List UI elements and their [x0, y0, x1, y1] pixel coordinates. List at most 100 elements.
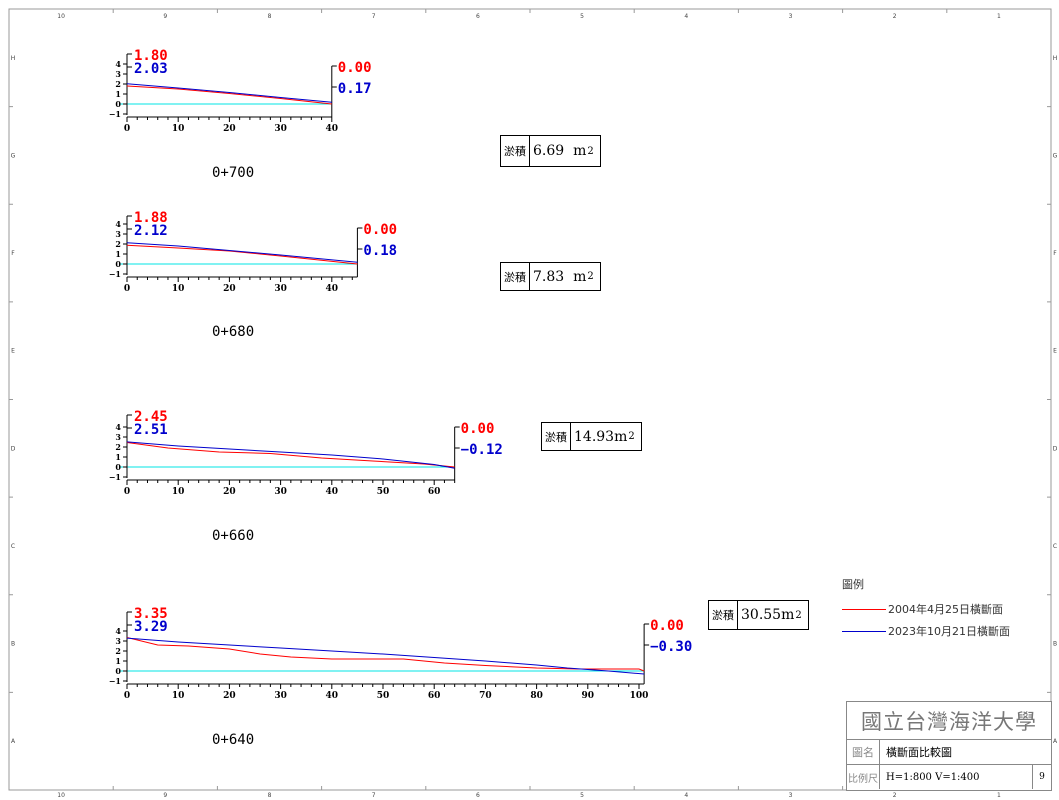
- legend-label: 2023年10月21日橫斷面: [888, 625, 1010, 638]
- x-tick-label: 20: [223, 124, 236, 134]
- border-col-label-bottom: 7: [372, 792, 376, 799]
- deposit-unit: m: [781, 607, 795, 623]
- sheet-number: 9: [1032, 765, 1051, 789]
- y-tick-label: −1: [109, 109, 121, 119]
- left-elevation-2004: 3.35: [134, 606, 168, 622]
- border-col-label-bottom: 9: [163, 792, 167, 799]
- deposit-power: 2: [795, 609, 802, 621]
- y-tick-label: 4: [115, 422, 121, 432]
- legend-item-2023: 2023年10月21日橫斷面: [842, 620, 1010, 642]
- y-tick-label: 2: [115, 79, 121, 89]
- x-tick-label: 30: [274, 691, 287, 701]
- x-tick-label: 20: [223, 487, 236, 497]
- y-tick-label: 2: [115, 239, 121, 249]
- drawing-name-row: 圖名 橫斷面比較圖: [847, 740, 1051, 765]
- x-tick-label: 70: [479, 691, 492, 701]
- legend-label: 2004年4月25日橫斷面: [888, 603, 1003, 616]
- legend-swatch-red: [842, 608, 886, 610]
- deposit-power: 2: [628, 431, 635, 442]
- border-col-label-top: 4: [684, 13, 688, 20]
- y-tick-label: 1: [115, 89, 121, 99]
- y-tick-label: −1: [109, 676, 121, 686]
- y-tick-label: 1: [115, 452, 121, 462]
- x-tick-label: 30: [274, 124, 287, 134]
- station-label: 0+700: [212, 165, 254, 181]
- left-elevation-2004: 1.80: [134, 48, 168, 64]
- legend-swatch-blue: [842, 630, 886, 632]
- y-tick-label: 4: [115, 219, 121, 229]
- border-col-label-bottom: 3: [789, 792, 793, 799]
- x-tick-label: 0: [124, 284, 130, 294]
- x-tick-label: 20: [223, 691, 236, 701]
- border-col-label-bottom: 4: [684, 792, 688, 799]
- x-tick-label: 100: [630, 691, 649, 701]
- x-tick-label: 40: [326, 124, 339, 134]
- x-tick-label: 60: [428, 691, 441, 701]
- series-2004-line: [126, 637, 645, 672]
- x-tick-label: 40: [326, 691, 339, 701]
- border-col-label-top: 5: [580, 13, 584, 20]
- right-elevation-2004: 0.00: [363, 222, 397, 238]
- border-row-label-right: G: [1053, 152, 1058, 159]
- right-elevation-2023: −0.30: [650, 639, 692, 655]
- deposit-box-0+640: 淤積 30.55 m 2: [708, 600, 809, 630]
- series-2023-line: [126, 441, 455, 469]
- y-tick-label: 4: [115, 626, 121, 636]
- border-row-label-left: B: [11, 641, 15, 648]
- y-tick-label: 3: [115, 69, 121, 79]
- x-tick-label: 30: [274, 284, 287, 294]
- border-col-label-top: 9: [163, 13, 167, 20]
- scale-row: 比例尺 H=1:800 V=1:400 9: [847, 765, 1051, 789]
- y-tick-label: 2: [115, 646, 121, 656]
- right-elevation-2023: 0.18: [363, 243, 397, 259]
- right-elevation-2004: 0.00: [650, 618, 684, 634]
- y-tick-label: 1: [115, 656, 121, 666]
- deposit-value: 7.83: [533, 268, 565, 285]
- school-name: 國立台灣海洋大學: [847, 702, 1051, 740]
- series-2004-line: [126, 244, 358, 265]
- series-2004-line: [126, 442, 455, 468]
- x-tick-label: 0: [124, 124, 130, 134]
- x-tick-label: 90: [582, 691, 595, 701]
- right-elevation-2004: 0.00: [338, 60, 372, 76]
- deposit-unit: m: [614, 428, 628, 445]
- scale-value: H=1:800 V=1:400: [886, 771, 980, 783]
- x-tick-label: 20: [223, 284, 236, 294]
- x-tick-label: 60: [428, 487, 441, 497]
- title-block: 國立台灣海洋大學 圖名 橫斷面比較圖 比例尺 H=1:800 V=1:400 9: [846, 701, 1052, 791]
- deposit-label: 淤積: [542, 423, 571, 450]
- border-col-label-bottom: 2: [893, 792, 897, 799]
- border-col-label-top: 6: [476, 13, 480, 20]
- right-elevation-2023: 0.17: [338, 81, 372, 97]
- border-row-label-left: C: [11, 543, 15, 550]
- station-label: 0+660: [212, 528, 254, 544]
- border-col-label-top: 1: [997, 13, 1001, 20]
- border-row-label-left: F: [11, 250, 15, 257]
- deposit-unit: m: [573, 143, 587, 159]
- left-elevation-2023: 2.51: [134, 422, 168, 438]
- border-col-label-bottom: 8: [268, 792, 272, 799]
- y-tick-label: −1: [109, 269, 121, 279]
- x-tick-label: 40: [326, 284, 339, 294]
- y-tick-label: 0: [115, 462, 121, 472]
- sheet-border: [8, 8, 1052, 791]
- y-tick-label: 0: [115, 259, 121, 269]
- legend-item-2004: 2004年4月25日橫斷面: [842, 598, 1010, 620]
- x-tick-label: 10: [172, 487, 185, 497]
- border-col-label-top: 7: [372, 13, 376, 20]
- series-2023-line: [126, 242, 358, 263]
- y-tick-label: 4: [115, 59, 121, 69]
- y-tick-label: 3: [115, 229, 121, 239]
- y-tick-label: 3: [115, 636, 121, 646]
- border-row-label-left: D: [11, 445, 16, 452]
- y-tick-label: 3: [115, 432, 121, 442]
- drawing-name-key: 圖名: [847, 740, 880, 764]
- left-elevation-2023: 2.03: [134, 61, 168, 77]
- deposit-label: 淤積: [501, 263, 530, 290]
- border-row-label-right: A: [1053, 738, 1058, 745]
- left-elevation-2023: 2.12: [134, 223, 168, 239]
- x-tick-label: 50: [377, 487, 390, 497]
- deposit-power: 2: [587, 271, 594, 282]
